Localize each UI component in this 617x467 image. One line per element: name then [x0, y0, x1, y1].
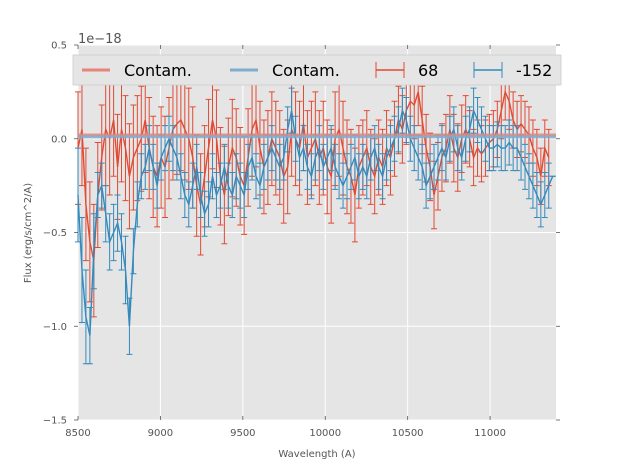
x-tick-label: 9500 [230, 428, 255, 439]
series--152-line [77, 108, 554, 336]
legend-entry: -152 [473, 61, 552, 80]
x-axis-label: Wavelength (A) [278, 449, 355, 460]
y-tick-label: −0.5 [43, 228, 67, 239]
y-tick-label: −1.0 [43, 322, 67, 333]
legend-label: -152 [516, 61, 552, 80]
series-layer [75, 57, 556, 365]
legend-label: Contam. [272, 61, 340, 80]
x-tick-label: 9000 [148, 428, 173, 439]
x-tick-label: 10000 [309, 428, 341, 439]
y-tick-label: 0.5 [51, 41, 67, 52]
legend-entry: Contam. [230, 61, 340, 80]
y-tick-label: −1.5 [43, 416, 67, 427]
legend: Contam. Contam. 68 -152 [72, 54, 562, 86]
legend-entry: Contam. [82, 61, 192, 80]
axis-ticks: 8500 9000 9500 10000 10500 11000 0.5 0.0 −0.5 −1.… [43, 41, 560, 439]
x-tick-label: 10500 [392, 428, 424, 439]
x-tick-label: 11000 [474, 428, 506, 439]
x-tick-label: 8500 [65, 428, 90, 439]
legend-label: 68 [418, 61, 438, 80]
legend-label: Contam. [124, 61, 192, 80]
legend-entry: 68 [375, 61, 438, 80]
series-68-line [77, 89, 550, 261]
y-axis-label: Flux (erg/s/cm^2/A) [23, 183, 34, 283]
y-tick-label: 0.0 [51, 134, 67, 145]
y-offset-text: 1e−18 [78, 32, 122, 47]
